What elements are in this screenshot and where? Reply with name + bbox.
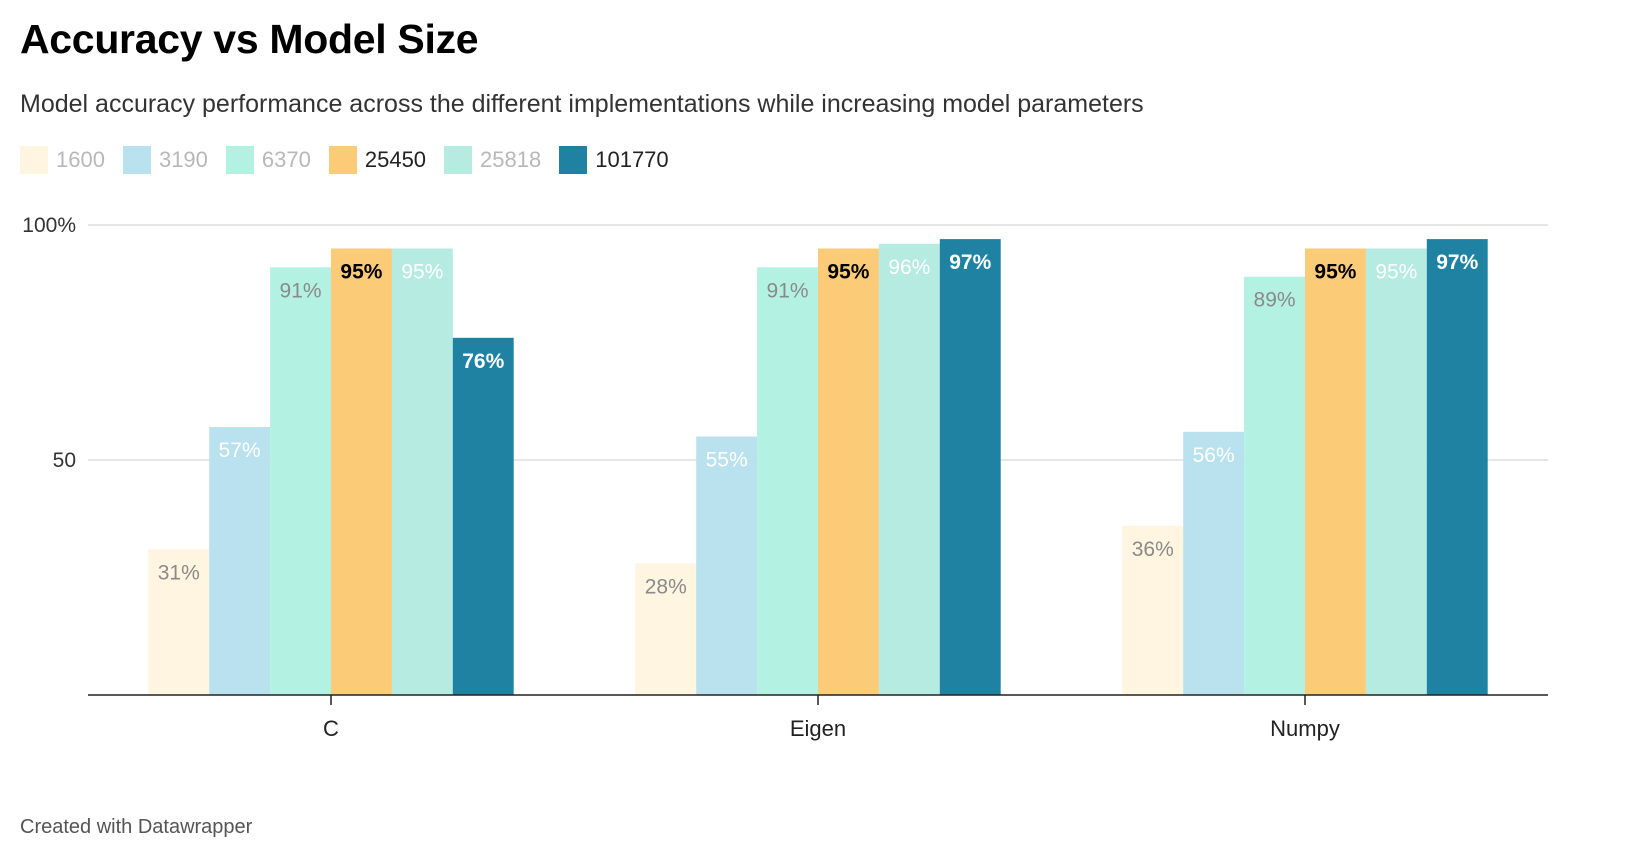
legend-swatch — [225, 146, 254, 174]
legend-item-1600: 1600 — [20, 146, 105, 174]
bar-numpy-3190 — [1183, 431, 1245, 695]
legend-label: 25818 — [480, 147, 542, 172]
bar-value-label: 89% — [1254, 289, 1296, 312]
chart-subtitle: Model accuracy performance across the di… — [20, 90, 1144, 118]
legend-item-25450: 25450 — [328, 146, 427, 174]
bar-eigen-6370 — [757, 267, 818, 695]
chart-legend: 1600 3190 6370 25450 25818 101770 — [20, 146, 687, 174]
bar-c-3190 — [209, 427, 271, 695]
bar-value-label: 97% — [1436, 251, 1478, 274]
bar-eigen-25818 — [878, 243, 940, 696]
bar-value-label: 76% — [462, 350, 504, 373]
bar-value-label: 55% — [706, 449, 748, 472]
bar-c-1600 — [148, 549, 210, 695]
legend-label: 101770 — [595, 147, 669, 172]
bar-numpy-6370 — [1244, 276, 1305, 695]
bar-value-label: 28% — [645, 575, 687, 598]
legend-label: 1600 — [56, 147, 105, 172]
legend-item-101770: 101770 — [559, 146, 669, 174]
bar-value-label: 95% — [340, 261, 382, 284]
bar-numpy-101770 — [1426, 239, 1488, 695]
bar-value-label: 57% — [219, 439, 261, 462]
y-tick-label: 50 — [53, 449, 76, 472]
bar-value-label: 91% — [280, 279, 322, 302]
legend-item-3190: 3190 — [122, 146, 208, 174]
bar-numpy-1600 — [1122, 525, 1184, 695]
legend-item-6370: 6370 — [225, 146, 311, 174]
legend-swatch — [444, 146, 473, 174]
bar-eigen-101770 — [939, 239, 1001, 695]
legend-item-25818: 25818 — [444, 146, 541, 174]
x-category-label: Eigen — [790, 716, 846, 741]
bar-c-25450 — [331, 248, 392, 695]
x-category-label: Numpy — [1270, 716, 1340, 741]
x-category-label: C — [323, 716, 339, 741]
bar-value-label: 95% — [827, 261, 869, 284]
bar-eigen-3190 — [696, 436, 758, 695]
bar-value-label: 31% — [158, 561, 200, 584]
legend-label: 3190 — [158, 147, 208, 172]
bar-value-label: 97% — [949, 251, 991, 274]
bar-eigen-25450 — [818, 248, 879, 695]
bar-c-6370 — [270, 267, 331, 695]
footer-credit: Created with Datawrapper — [20, 816, 253, 838]
bar-value-label: 96% — [888, 256, 930, 279]
legend-swatch — [328, 146, 357, 174]
bar-value-label: 36% — [1132, 538, 1174, 561]
y-tick-label: 100% — [22, 214, 76, 237]
bar-value-label: 95% — [401, 261, 443, 284]
bar-numpy-25450 — [1305, 248, 1366, 695]
legend-swatch — [122, 146, 151, 174]
bar-numpy-25818 — [1365, 248, 1427, 695]
bar-c-101770 — [452, 337, 514, 695]
legend-label: 25450 — [364, 147, 427, 172]
legend-swatch — [20, 146, 48, 174]
bar-value-label: 56% — [1193, 444, 1235, 467]
legend-label: 6370 — [261, 147, 311, 172]
bar-value-label: 91% — [767, 279, 809, 302]
bar-value-label: 95% — [1314, 261, 1356, 284]
bar-value-label: 95% — [1375, 261, 1417, 284]
bar-c-25818 — [391, 248, 453, 695]
chart-title: Accuracy vs Model Size — [20, 16, 479, 62]
bar-eigen-1600 — [635, 563, 697, 695]
legend-swatch — [559, 146, 588, 174]
